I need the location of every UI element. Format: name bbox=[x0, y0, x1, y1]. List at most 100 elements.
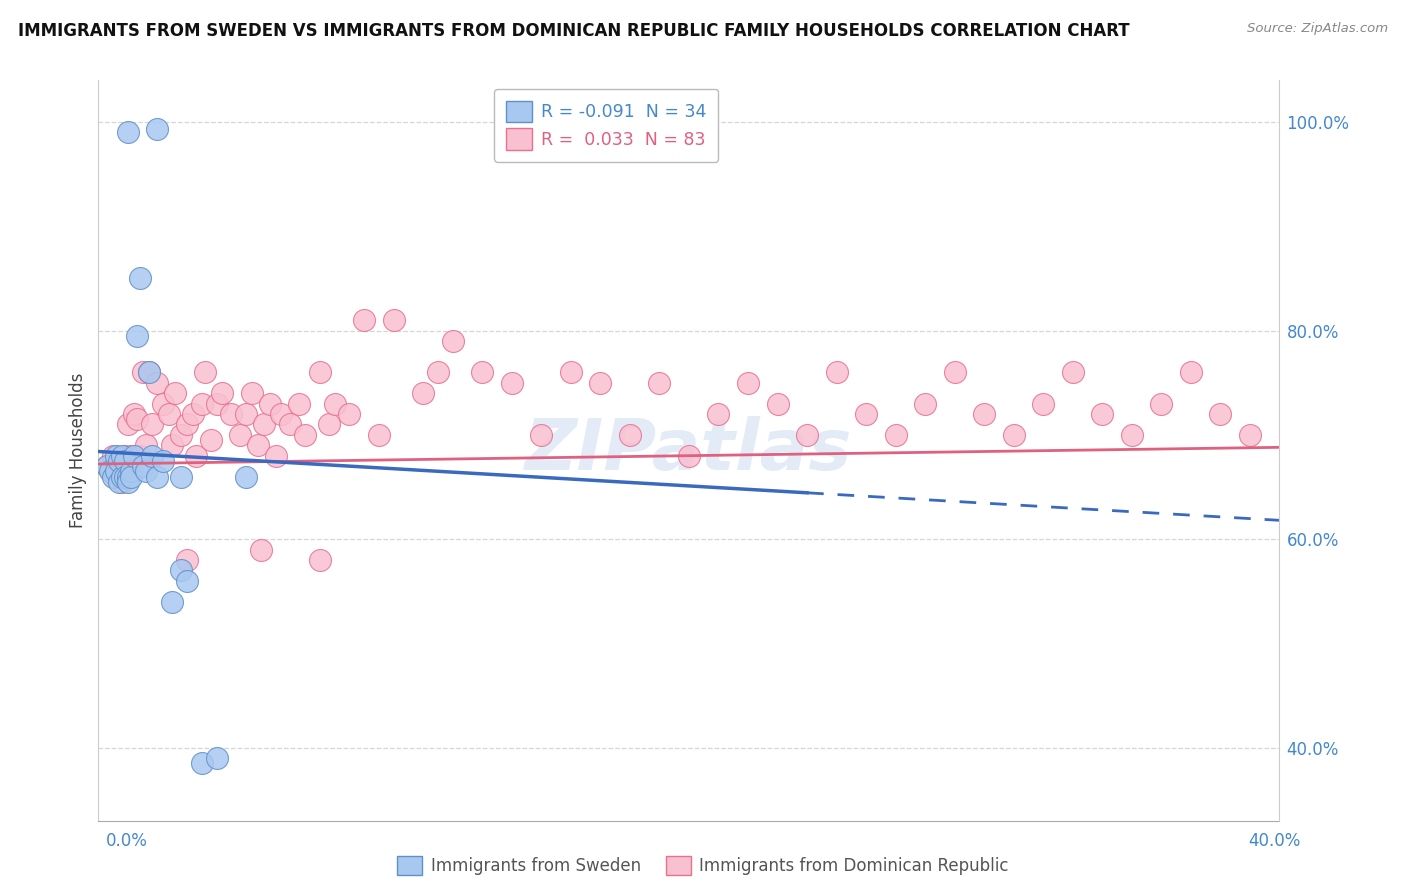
Point bbox=[288, 396, 311, 410]
Point bbox=[943, 365, 966, 379]
Point bbox=[1062, 365, 1084, 379]
Point bbox=[108, 454, 131, 468]
Point bbox=[200, 433, 222, 447]
Point bbox=[120, 464, 142, 478]
Point bbox=[796, 427, 818, 442]
Point bbox=[339, 407, 361, 421]
Point bbox=[280, 417, 302, 432]
Point bbox=[170, 469, 193, 483]
Point bbox=[176, 553, 198, 567]
Point bbox=[1150, 396, 1173, 410]
Point bbox=[1121, 427, 1143, 442]
Point bbox=[707, 407, 730, 421]
Point bbox=[294, 427, 316, 442]
Point bbox=[973, 407, 995, 421]
Point bbox=[181, 407, 204, 421]
Point bbox=[98, 464, 121, 478]
Point bbox=[1180, 365, 1202, 379]
Point bbox=[250, 542, 273, 557]
Legend: Immigrants from Sweden, Immigrants from Dominican Republic: Immigrants from Sweden, Immigrants from … bbox=[398, 856, 1008, 875]
Point bbox=[253, 417, 276, 432]
Point bbox=[194, 365, 217, 379]
Point bbox=[914, 396, 936, 410]
Point bbox=[235, 469, 257, 483]
Point bbox=[589, 376, 612, 390]
Point bbox=[108, 464, 131, 478]
Point bbox=[191, 396, 214, 410]
Point bbox=[412, 386, 434, 401]
Point bbox=[678, 449, 700, 463]
Point bbox=[176, 417, 198, 432]
Point bbox=[105, 464, 128, 478]
Point bbox=[737, 376, 759, 390]
Point bbox=[117, 469, 139, 483]
Point bbox=[135, 438, 157, 452]
Text: ZIPatlas: ZIPatlas bbox=[526, 416, 852, 485]
Point bbox=[103, 449, 125, 463]
Point bbox=[427, 365, 450, 379]
Point bbox=[111, 475, 134, 489]
Point bbox=[108, 475, 131, 489]
Point bbox=[619, 427, 641, 442]
Point bbox=[353, 313, 375, 327]
Point bbox=[309, 365, 332, 379]
Point bbox=[117, 464, 139, 478]
Point bbox=[501, 376, 523, 390]
Point bbox=[132, 459, 155, 474]
Y-axis label: Family Households: Family Households bbox=[69, 373, 87, 528]
Point bbox=[141, 417, 163, 432]
Point bbox=[146, 122, 169, 136]
Point bbox=[560, 365, 582, 379]
Point bbox=[259, 396, 281, 410]
Point bbox=[270, 407, 292, 421]
Point bbox=[884, 427, 907, 442]
Legend: R = -0.091  N = 34, R =  0.033  N = 83: R = -0.091 N = 34, R = 0.033 N = 83 bbox=[494, 89, 718, 161]
Point bbox=[229, 427, 252, 442]
Point bbox=[114, 469, 136, 483]
Point bbox=[146, 376, 169, 390]
Text: 0.0%: 0.0% bbox=[105, 832, 148, 850]
Point bbox=[530, 427, 553, 442]
Point bbox=[117, 125, 139, 139]
Point bbox=[111, 449, 134, 463]
Point bbox=[235, 407, 257, 421]
Point bbox=[191, 756, 214, 771]
Point bbox=[111, 459, 134, 474]
Point bbox=[146, 469, 169, 483]
Point bbox=[1091, 407, 1114, 421]
Point bbox=[1032, 396, 1054, 410]
Point bbox=[162, 595, 183, 609]
Point bbox=[141, 449, 163, 463]
Point bbox=[368, 427, 391, 442]
Point bbox=[318, 417, 340, 432]
Point bbox=[138, 365, 160, 379]
Point bbox=[120, 469, 142, 483]
Point bbox=[211, 386, 233, 401]
Point bbox=[165, 386, 187, 401]
Point bbox=[648, 376, 671, 390]
Point bbox=[128, 271, 150, 285]
Text: 40.0%: 40.0% bbox=[1249, 832, 1301, 850]
Point bbox=[1239, 427, 1261, 442]
Point bbox=[855, 407, 877, 421]
Point bbox=[170, 427, 193, 442]
Point bbox=[205, 396, 228, 410]
Point bbox=[176, 574, 198, 588]
Point bbox=[135, 464, 157, 478]
Point bbox=[152, 396, 174, 410]
Point bbox=[105, 449, 128, 463]
Point bbox=[1209, 407, 1232, 421]
Point bbox=[103, 469, 125, 483]
Text: IMMIGRANTS FROM SWEDEN VS IMMIGRANTS FROM DOMINICAN REPUBLIC FAMILY HOUSEHOLDS C: IMMIGRANTS FROM SWEDEN VS IMMIGRANTS FRO… bbox=[18, 22, 1130, 40]
Point bbox=[132, 365, 155, 379]
Point bbox=[766, 396, 789, 410]
Point bbox=[441, 334, 464, 348]
Point bbox=[157, 407, 180, 421]
Point bbox=[117, 475, 139, 489]
Point bbox=[323, 396, 346, 410]
Point bbox=[96, 459, 118, 474]
Point bbox=[246, 438, 269, 452]
Point bbox=[114, 454, 136, 468]
Point bbox=[125, 412, 148, 426]
Point bbox=[152, 454, 174, 468]
